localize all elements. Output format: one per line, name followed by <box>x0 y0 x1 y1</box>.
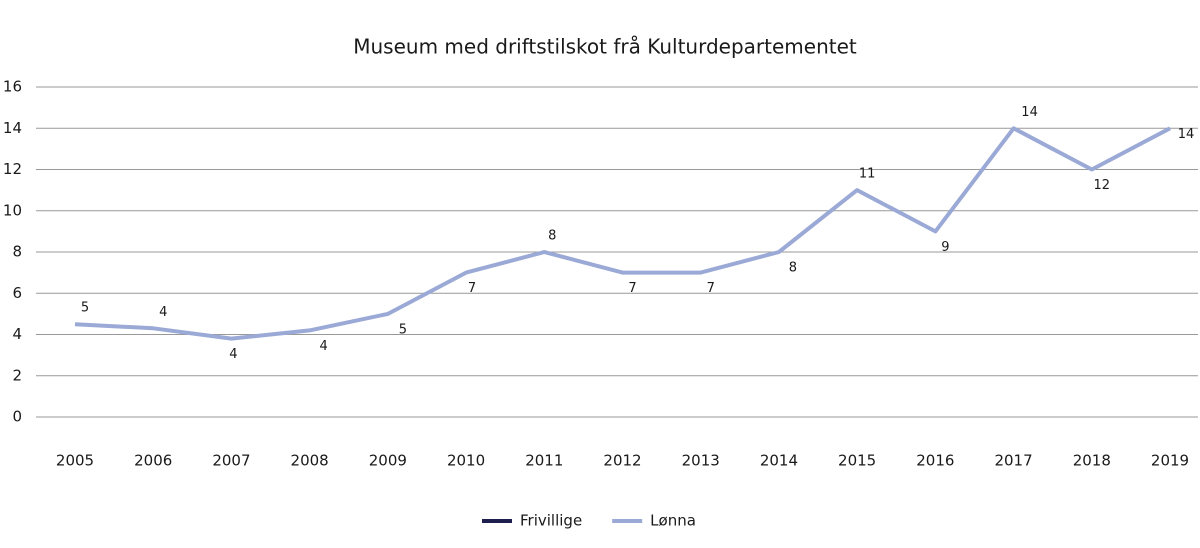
legend-label: Frivillige <box>520 512 582 530</box>
y-tick-label: 12 <box>3 160 22 178</box>
line-series <box>74 126 1171 341</box>
x-tick-label: 2005 <box>56 452 94 470</box>
data-label: 4 <box>159 305 167 320</box>
x-tick-label: 2010 <box>447 452 485 470</box>
x-tick-label: 2007 <box>212 452 250 470</box>
data-label: 8 <box>789 261 797 276</box>
y-tick-label: 8 <box>12 243 22 261</box>
data-label: 4 <box>229 347 237 362</box>
y-tick-label: 2 <box>12 366 22 384</box>
x-tick-label: 2013 <box>682 452 720 470</box>
data-label: 7 <box>628 281 636 296</box>
x-tick-label: 2012 <box>603 452 641 470</box>
x-tick-label: 2011 <box>525 452 563 470</box>
data-label: 9 <box>941 240 949 255</box>
x-tick-label: 2019 <box>1151 452 1189 470</box>
data-label: 5 <box>81 301 89 316</box>
y-tick-label: 14 <box>3 119 22 137</box>
data-label: 12 <box>1094 178 1111 193</box>
data-label: 14 <box>1021 105 1038 120</box>
data-label: 4 <box>320 339 328 354</box>
data-label: 11 <box>859 167 876 182</box>
x-tick-label: 2016 <box>916 452 954 470</box>
x-tick-label: 2008 <box>291 452 329 470</box>
legend-label: Lønna <box>650 512 696 530</box>
y-tick-label: 4 <box>12 325 22 343</box>
chart-title: Museum med driftstilskot frå Kulturdepar… <box>353 35 857 59</box>
data-label: 7 <box>707 281 715 296</box>
x-tick-label: 2006 <box>134 452 172 470</box>
x-tick-label: 2014 <box>760 452 798 470</box>
x-tick-label: 2009 <box>369 452 407 470</box>
data-label: 5 <box>399 322 407 337</box>
y-tick-label: 10 <box>3 201 22 219</box>
data-label: 14 <box>1178 127 1195 142</box>
y-tick-label: 6 <box>12 284 22 302</box>
x-tick-label: 2018 <box>1073 452 1111 470</box>
x-tick-label: 2017 <box>994 452 1032 470</box>
data-label: 7 <box>468 281 476 296</box>
y-tick-label: 16 <box>3 78 22 96</box>
data-label: 8 <box>548 229 556 244</box>
y-tick-label: 0 <box>12 408 22 426</box>
x-tick-label: 2015 <box>838 452 876 470</box>
